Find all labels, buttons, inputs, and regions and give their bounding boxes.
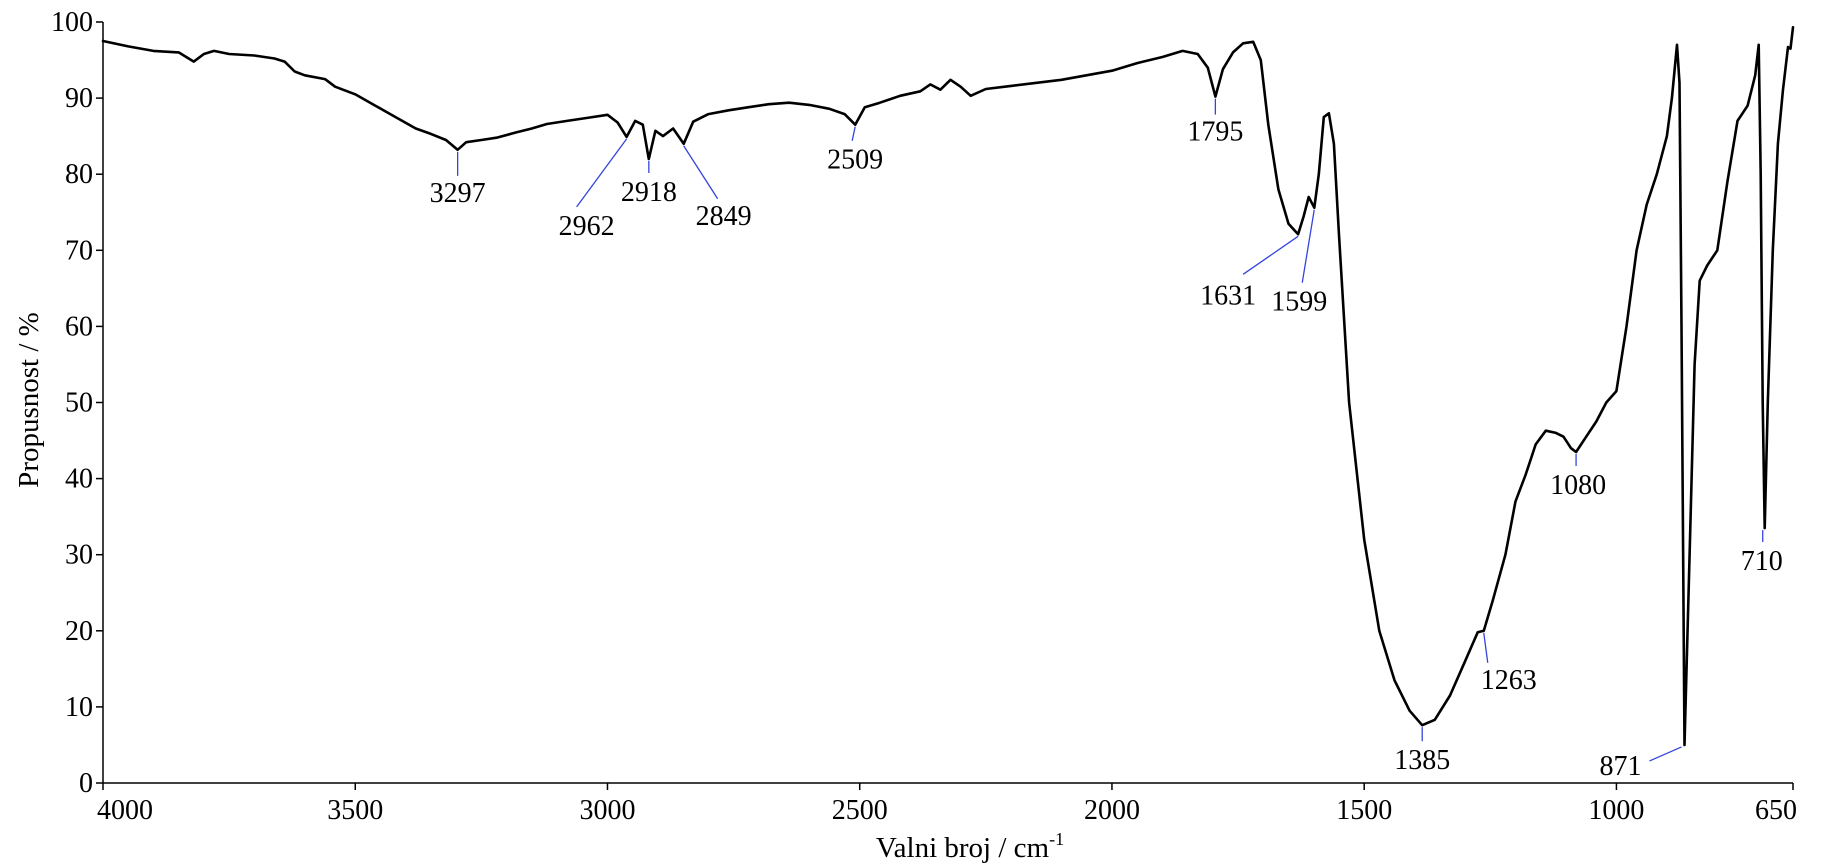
y-tick-label: 90 bbox=[65, 83, 93, 114]
y-axis-ticks: 0 10 20 30 40 50 60 70 80 90 100 bbox=[51, 7, 103, 799]
peak-label-710: 710 bbox=[1741, 546, 1783, 577]
peak-label-3297: 3297 bbox=[430, 178, 486, 209]
peak-leader-line bbox=[1242, 235, 1299, 275]
y-tick-label: 80 bbox=[65, 159, 93, 190]
x-tick-label: 2500 bbox=[832, 795, 888, 826]
y-tick-label: 20 bbox=[65, 616, 93, 647]
x-axis-title-text: Valni broj / cm bbox=[876, 832, 1050, 864]
peak-leader-line bbox=[1301, 209, 1315, 283]
x-tick-label: 1000 bbox=[1588, 795, 1644, 826]
x-axis-title-superscript: -1 bbox=[1049, 829, 1064, 849]
spectrum-line bbox=[101, 26, 1795, 747]
y-tick-label: 0 bbox=[79, 768, 93, 799]
peak-label-1795: 1795 bbox=[1187, 117, 1243, 148]
peak-leader-line bbox=[576, 138, 628, 208]
peak-leader-line bbox=[683, 145, 719, 200]
y-tick-label: 50 bbox=[65, 388, 93, 419]
peak-leader-line bbox=[1483, 632, 1489, 663]
x-tick-label: 3500 bbox=[327, 795, 383, 826]
x-axis-title: Valni broj / cm-1 bbox=[876, 829, 1064, 864]
y-tick-label: 30 bbox=[65, 540, 93, 571]
peak-label-2849: 2849 bbox=[696, 201, 752, 232]
x-tick-label: 3000 bbox=[579, 795, 635, 826]
peak-label-1263: 1263 bbox=[1481, 665, 1537, 696]
peak-label-2962: 2962 bbox=[559, 211, 615, 242]
peak-leader-line bbox=[851, 126, 856, 141]
peak-label-871: 871 bbox=[1600, 751, 1642, 782]
peak-label-1385: 1385 bbox=[1394, 745, 1450, 776]
x-tick-label: 4000 bbox=[97, 795, 153, 826]
y-tick-label: 100 bbox=[51, 7, 93, 38]
peak-label-1080: 1080 bbox=[1550, 470, 1606, 501]
y-tick-label: 60 bbox=[65, 311, 93, 342]
peak-label-2918: 2918 bbox=[621, 177, 677, 208]
peak-label-2509: 2509 bbox=[827, 145, 883, 176]
y-tick-label: 40 bbox=[65, 464, 93, 495]
x-tick-label: 2000 bbox=[1084, 795, 1140, 826]
x-axis-ticks: 4000 3500 3000 2500 2000 1500 1000 650 bbox=[97, 783, 1797, 826]
y-tick-label: 70 bbox=[65, 235, 93, 266]
peak-leader-line bbox=[1649, 746, 1682, 762]
y-axis-title: Propusnost / % bbox=[13, 312, 45, 488]
x-tick-label: 650 bbox=[1755, 795, 1797, 826]
y-tick-label: 10 bbox=[65, 692, 93, 723]
plot-area: 0 10 20 30 40 50 60 70 80 90 100 4000 3500 3000 2500 2… bbox=[51, 7, 1797, 826]
x-tick-label: 1500 bbox=[1336, 795, 1392, 826]
peak-label-1631: 1631 bbox=[1200, 280, 1256, 311]
peak-label-1599: 1599 bbox=[1271, 287, 1327, 318]
